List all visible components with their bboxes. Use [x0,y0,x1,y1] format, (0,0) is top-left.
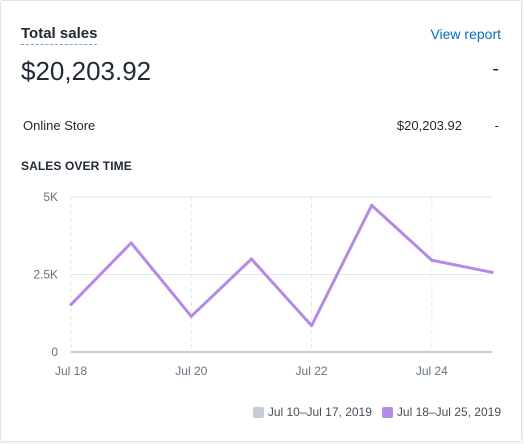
breakdown-value: $20,203.92 [396,118,462,133]
x-tick-label: Jul 22 [296,364,328,378]
legend-item-comparison[interactable]: Jul 10–Jul 17, 2019 [252,405,372,419]
total-sales-value: $20,203.92 [21,56,152,86]
legend-label-current: Jul 18–Jul 25, 2019 [396,405,501,419]
chart-legend: Jul 10–Jul 17, 2019 Jul 18–Jul 25, 2019 [252,405,501,419]
data-point [189,314,193,318]
view-report-link[interactable]: View report [430,26,501,42]
legend-swatch-comparison [252,406,264,418]
y-tick-label: 2.5K [33,268,58,282]
total-sales-change: - [492,58,499,80]
data-point [430,258,434,262]
breakdown-change: - [494,118,499,133]
data-point [69,303,73,307]
data-point [370,203,374,207]
x-tick-label: Jul 24 [416,364,448,378]
card-title[interactable]: Total sales [21,25,98,45]
x-tick-label: Jul 18 [55,364,87,378]
series-line-current [69,203,494,328]
legend-item-current[interactable]: Jul 18–Jul 25, 2019 [381,405,501,419]
data-point [310,324,314,328]
data-point [129,241,133,245]
data-point [249,257,253,261]
legend-label-comparison: Jul 10–Jul 17, 2019 [267,405,372,419]
x-tick-label: Jul 20 [175,364,207,378]
y-tick-label: 0 [51,345,58,359]
sales-over-time-chart[interactable]: 0 2.5K 5K Jul 18 Jul 20 Jul 22 Jul 24 [1,1,523,401]
legend-swatch-current [381,406,393,418]
breakdown-label: Online Store [23,118,96,133]
y-tick-label: 5K [43,190,58,204]
data-point [490,270,494,274]
section-heading: SALES OVER TIME [21,159,132,173]
